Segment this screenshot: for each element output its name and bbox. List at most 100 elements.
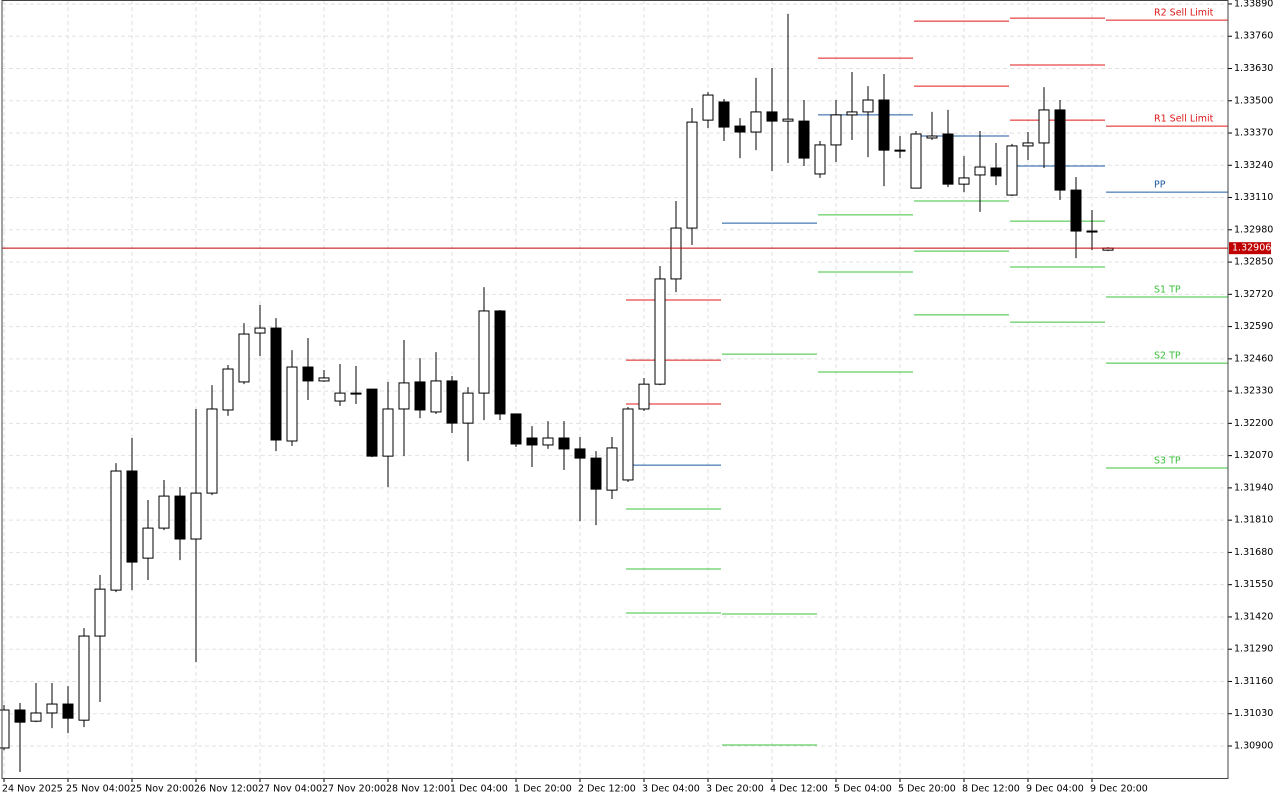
plot-frame [1, 0, 1229, 779]
x-tick-label: 9 Dec 20:00 [1090, 784, 1148, 795]
candle-body [302, 366, 314, 382]
candle-body [414, 381, 426, 411]
candle-body [798, 120, 810, 159]
candle-body [606, 447, 618, 491]
candle-body [14, 709, 26, 723]
x-tick-label: 1 Dec 20:00 [514, 784, 572, 795]
candle-body [462, 392, 474, 424]
candle-body [350, 392, 362, 395]
x-tick-label: 3 Dec 04:00 [642, 784, 700, 795]
candle-body [990, 167, 1002, 177]
pivot-level-label: PP [1154, 180, 1166, 191]
x-tick-label: 26 Nov 12:00 [194, 784, 258, 795]
candle-body [542, 437, 554, 446]
candle-body [110, 470, 122, 591]
pivot-level-label: R1 Sell Limit [1154, 114, 1214, 125]
candle-body [670, 227, 682, 280]
pivot-level-label: S1 TP [1154, 285, 1181, 296]
y-tick-label: 1.32070 [1234, 450, 1273, 461]
x-tick-label: 1 Dec 04:00 [450, 784, 508, 795]
candle-body [1070, 189, 1082, 232]
y-tick-label: 1.32200 [1234, 418, 1273, 429]
candle-body [206, 408, 218, 494]
candle-body [222, 368, 234, 411]
candle-body [510, 413, 522, 445]
candle-body [654, 278, 666, 385]
candle-body [1054, 109, 1066, 191]
candle-body [78, 635, 90, 721]
candle-body [62, 703, 74, 719]
candle-body [94, 588, 106, 637]
candle-body [366, 388, 378, 457]
candle-body [926, 135, 938, 139]
x-tick-label: 5 Dec 20:00 [898, 784, 956, 795]
y-tick-label: 1.31940 [1234, 482, 1273, 493]
pivot-level-label: S3 TP [1154, 456, 1181, 467]
candle-body [382, 408, 394, 457]
candle-body [446, 380, 458, 424]
candle-body [142, 527, 154, 559]
x-tick-label: 27 Nov 04:00 [258, 784, 322, 795]
candle-body [1006, 145, 1018, 196]
candle-body [814, 144, 826, 175]
y-tick-label: 1.30900 [1234, 740, 1273, 751]
y-tick-label: 1.31550 [1234, 579, 1273, 590]
candle-body [734, 125, 746, 133]
candle-body [558, 437, 570, 450]
candle-body [46, 703, 58, 714]
x-tick-label: 2 Dec 12:00 [578, 784, 636, 795]
candle-body [1086, 230, 1098, 233]
y-tick-label: 1.32980 [1234, 224, 1273, 235]
candle-body [590, 457, 602, 490]
candle-body [254, 327, 266, 334]
candle-body [30, 712, 42, 722]
current-price-box [1229, 242, 1271, 255]
candle-body [1038, 109, 1050, 144]
y-tick-label: 1.33630 [1234, 63, 1273, 74]
candle-body [238, 333, 250, 383]
y-tick-label: 1.32460 [1234, 353, 1273, 364]
candle-body [574, 448, 586, 459]
y-tick-label: 1.33370 [1234, 128, 1273, 139]
candle-body [878, 99, 890, 151]
candle-body [974, 166, 986, 176]
candle-body [686, 121, 698, 229]
x-tick-label: 9 Dec 04:00 [1026, 784, 1084, 795]
candle-body [910, 133, 922, 189]
candle-body [702, 94, 714, 121]
x-tick-label: 27 Nov 20:00 [322, 784, 386, 795]
candle-body [478, 310, 490, 394]
y-tick-label: 1.33890 [1234, 0, 1273, 9]
x-tick-label: 24 Nov 2025 [2, 784, 63, 795]
candle-body [334, 392, 346, 402]
pivot-level-label: S2 TP [1154, 351, 1181, 362]
x-tick-label: 28 Nov 12:00 [386, 784, 450, 795]
x-tick-label: 25 Nov 20:00 [130, 784, 194, 795]
y-tick-label: 1.33760 [1234, 31, 1273, 42]
y-tick-label: 1.33500 [1234, 95, 1273, 106]
candle-body [718, 101, 730, 128]
current-price-label: 1.32906 [1232, 243, 1271, 254]
candle-body [494, 310, 506, 415]
y-tick-label: 1.31160 [1234, 676, 1273, 687]
x-tick-label: 25 Nov 04:00 [66, 784, 130, 795]
y-tick-label: 1.31290 [1234, 644, 1273, 655]
y-tick-label: 1.31680 [1234, 547, 1273, 558]
y-tick-label: 1.32720 [1234, 289, 1273, 300]
candle-body [862, 99, 874, 113]
x-tick-label: 8 Dec 12:00 [962, 784, 1020, 795]
y-tick-label: 1.33240 [1234, 160, 1273, 171]
candle-body [942, 133, 954, 185]
candle-body [526, 437, 538, 446]
y-tick-label: 1.32590 [1234, 321, 1273, 332]
candle-body [270, 327, 282, 441]
candle-body [190, 492, 202, 540]
candle-body [126, 470, 138, 563]
candle-body [782, 118, 794, 122]
x-tick-label: 5 Dec 04:00 [834, 784, 892, 795]
y-tick-label: 1.33110 [1234, 192, 1273, 203]
candle-body [0, 709, 10, 749]
candle-body [830, 114, 842, 146]
candle-body [622, 408, 634, 481]
